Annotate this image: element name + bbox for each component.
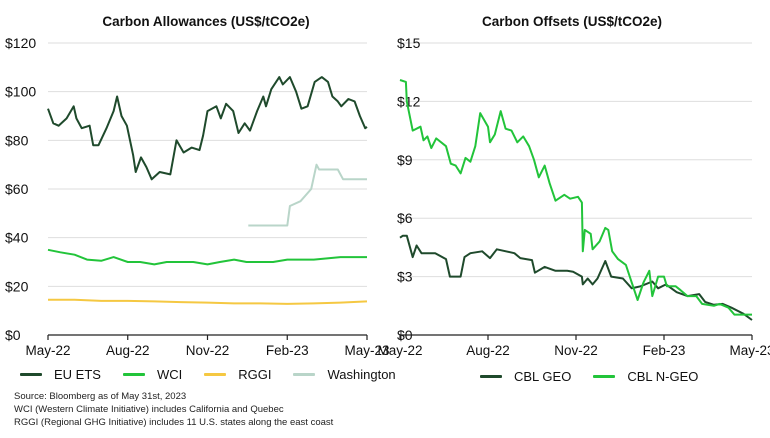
- series-line-cbl-geo: [399, 234, 753, 321]
- legend-swatch: [204, 373, 227, 376]
- chart-title: Carbon Allowances (US$/tCO2e): [102, 14, 309, 29]
- series-line-cbl-n-geo: [399, 79, 752, 316]
- x-tick-label: Nov-22: [554, 343, 598, 358]
- legend-item-cbl-n-geo: CBL N-GEO: [593, 369, 698, 384]
- footnotes: Source: Bloomberg as of May 31st, 2023 W…: [14, 390, 333, 429]
- y-tick-label: $80: [5, 132, 29, 148]
- y-tick-label: $15: [397, 35, 421, 51]
- series-line-washington: [248, 163, 367, 227]
- x-tick-label: Aug-22: [106, 343, 150, 358]
- x-tick-label: Feb-23: [643, 343, 686, 358]
- series-line-eu-ets: [47, 76, 368, 181]
- series-line-wci: [47, 248, 367, 266]
- y-tick-label: $12: [397, 93, 421, 109]
- x-tick-label: May-22: [25, 343, 70, 358]
- legend-swatch: [480, 375, 502, 378]
- legend-label: WCI: [156, 367, 183, 382]
- legend-item-wci: WCI: [122, 367, 183, 382]
- series-line-rggi: [48, 298, 368, 305]
- legend-swatch: [293, 373, 316, 376]
- y-tick-label: $100: [5, 84, 36, 100]
- carbon-allowances-chart: Carbon Allowances (US$/tCO2e) $0 $20 $40 $60…: [5, 14, 390, 358]
- legend-swatch: [122, 373, 145, 376]
- y-tick-label: $20: [5, 278, 29, 294]
- y-tick-label: $0: [5, 327, 21, 343]
- x-tick-label: Feb-23: [266, 343, 309, 358]
- x-tick-label: May-23: [344, 343, 389, 358]
- legend-label: CBL GEO: [514, 369, 572, 384]
- y-tick-label: $6: [397, 210, 413, 226]
- y-tick-label: $120: [5, 35, 36, 51]
- legend-swatch: [593, 375, 616, 378]
- legend-item-rggi: RGGI: [204, 367, 271, 382]
- legend-item-washington: Washington: [293, 367, 396, 382]
- allowances-legend: EU ETS WCI RGGI Washington: [20, 367, 418, 382]
- y-tick-label: $60: [5, 181, 29, 197]
- x-tick-label: Nov-22: [186, 343, 230, 358]
- x-tick-label: May-23: [729, 343, 770, 358]
- wci-note: WCI (Western Climate Initiative) include…: [14, 404, 284, 415]
- carbon-offsets-chart: Carbon Offsets (US$/tCO2e)$0$3$6$9$12$15…: [377, 14, 770, 358]
- rggi-note: RGGI (Regional GHG Initiative) includes …: [14, 417, 334, 428]
- source-note: Source: Bloomberg as of May 31st, 2023: [14, 391, 187, 402]
- legend-swatch: [20, 373, 42, 376]
- chart-title: Carbon Offsets (US$/tCO2e): [482, 14, 662, 29]
- legend-label: RGGI: [238, 367, 272, 382]
- y-tick-label: $9: [397, 152, 413, 168]
- y-tick-label: $40: [5, 230, 29, 246]
- legend-label: CBL N-GEO: [627, 369, 699, 384]
- legend-label: EU ETS: [54, 367, 101, 382]
- legend-label: Washington: [327, 367, 396, 382]
- legend-item-cbl-geo: CBL GEO: [480, 369, 571, 384]
- y-tick-label: $3: [397, 269, 413, 285]
- x-tick-label: Aug-22: [466, 343, 510, 358]
- offsets-legend: CBL GEO CBL N-GEO: [480, 369, 720, 384]
- legend-item-eu-ets: EU ETS: [20, 367, 101, 382]
- x-tick-label: May-22: [377, 343, 422, 358]
